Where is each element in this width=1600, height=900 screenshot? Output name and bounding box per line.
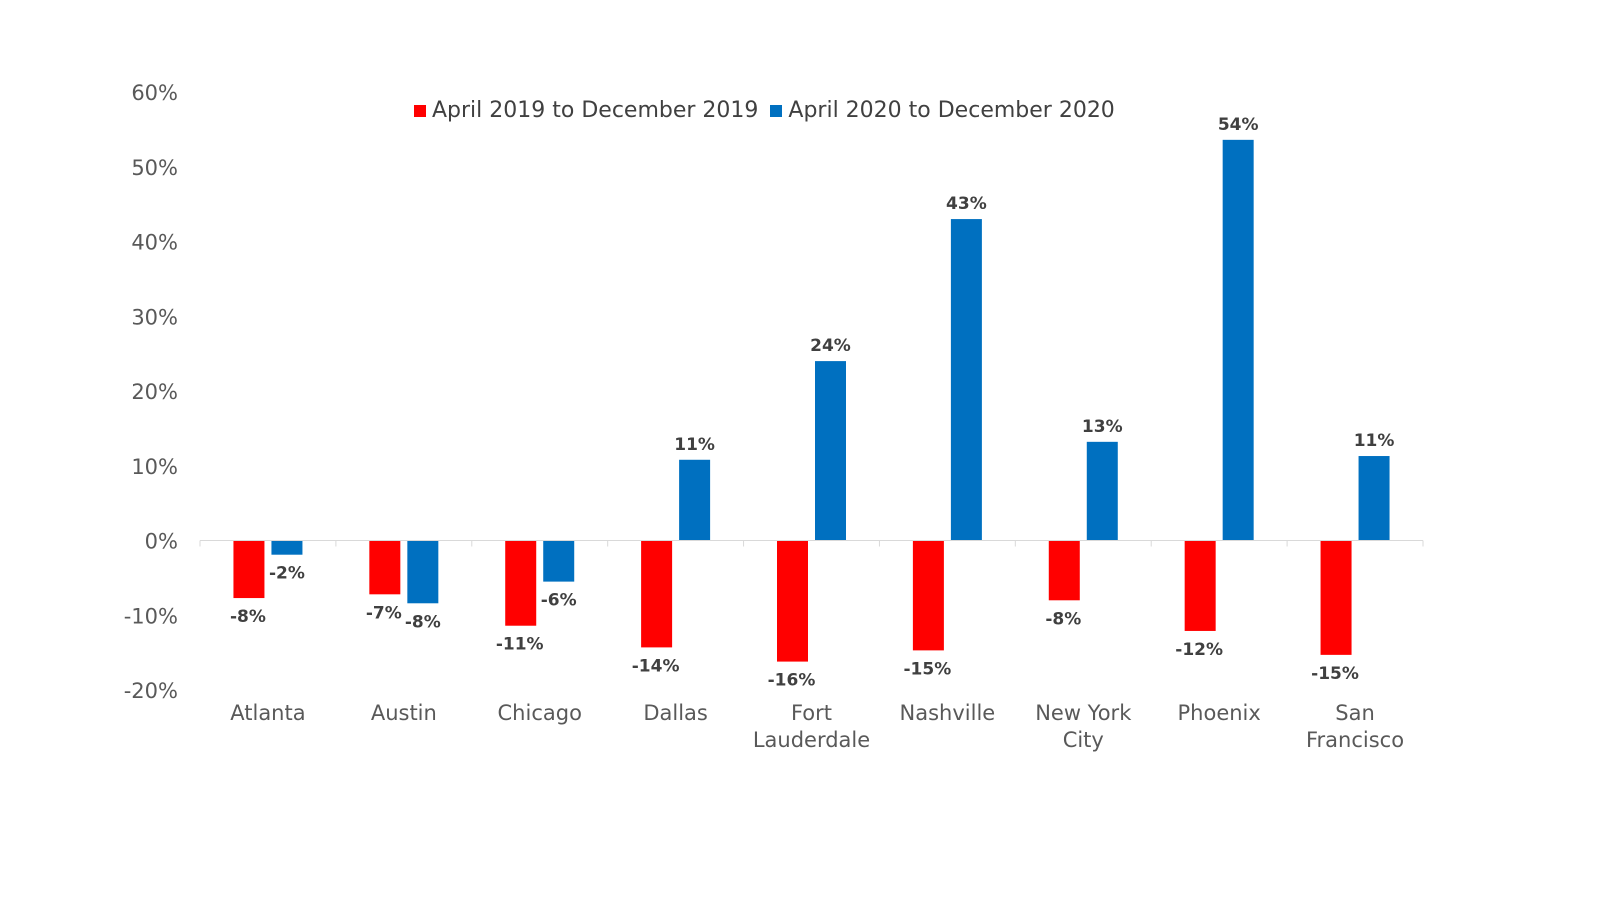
data-label: -8% [230,607,266,627]
y-tick-label: 60% [131,81,178,105]
y-tick-label: -10% [124,604,178,628]
bar-2020 [271,540,303,555]
bar-2019 [1048,540,1080,601]
y-tick-label: 0% [145,530,178,554]
bar-2019 [1320,540,1352,655]
data-label: -7% [366,603,402,623]
legend-label-2019: April 2019 to December 2019 [432,98,759,123]
data-label: -15% [904,659,952,679]
bar-2020 [679,459,711,541]
y-tick-label: -20% [124,679,178,703]
data-label: -8% [1045,609,1081,629]
x-category-label: Dallas [643,701,708,725]
bar-2019 [233,540,265,599]
data-label: -6% [541,591,577,611]
data-label: 24% [810,336,851,356]
y-tick-label: 20% [131,380,178,404]
bar-2019 [912,540,944,651]
x-axis: Atlanta Austin Chicago Dallas Fort Lauderdale… [199,540,1424,752]
bar-2020 [1358,456,1390,541]
bar-2020 [407,540,439,604]
x-category-label: Phoenix [1178,701,1261,725]
data-label: -16% [768,671,816,691]
x-category-label: Atlanta [230,701,305,725]
x-category-label: Austin [371,701,437,725]
y-tick-label: 30% [131,305,178,329]
legend: April 2019 to December 2019 April 2020 t… [414,98,1127,123]
x-category-label: New York City [1035,701,1132,752]
data-label: 54% [1218,115,1259,135]
data-label: 13% [1082,417,1123,437]
x-category-label: Nashville [900,701,996,725]
data-label: -12% [1175,640,1223,660]
data-label: -15% [1311,664,1359,684]
data-label: 11% [1354,431,1395,451]
bar-2019 [505,540,537,626]
bar-2019 [777,540,808,662]
x-category-label: Chicago [498,701,582,725]
bars [233,139,1390,662]
bar-2019 [1184,540,1216,631]
bar-2020 [950,219,982,541]
x-category-label: San Francisco [1306,701,1404,752]
data-label: 43% [946,194,987,214]
bar-2020 [1222,139,1254,541]
data-label: -14% [632,656,680,676]
bar-2019 [369,540,401,595]
bar-2020 [543,540,575,582]
bar-2020 [815,361,846,541]
data-label: -2% [269,564,305,584]
data-label: 11% [674,435,715,455]
y-tick-label: 10% [131,455,178,479]
y-tick-label: 40% [131,231,178,255]
legend-swatch-2019 [414,104,426,117]
bar-2019 [641,540,673,648]
legend-swatch-2020 [770,104,783,117]
data-label: -11% [496,635,544,655]
x-category-label: Fort Lauderdale [753,701,870,752]
data-label: -8% [405,612,441,632]
legend-label-2020: April 2020 to December 2020 [788,98,1115,123]
data-labels: -8%-2%-7% -8%-11%-6%-14%11%-16%24%-15%43%… [230,115,1394,691]
bar-2020 [1086,441,1118,541]
y-axis: -20% -10% 0% 10% 20% 30% 40% 50% 60% [124,81,178,703]
legend-item-2019: April 2019 to December 2019 [414,98,758,123]
legend-item-2020: April 2020 to December 2020 [770,98,1115,123]
y-tick-label: 50% [131,156,178,180]
